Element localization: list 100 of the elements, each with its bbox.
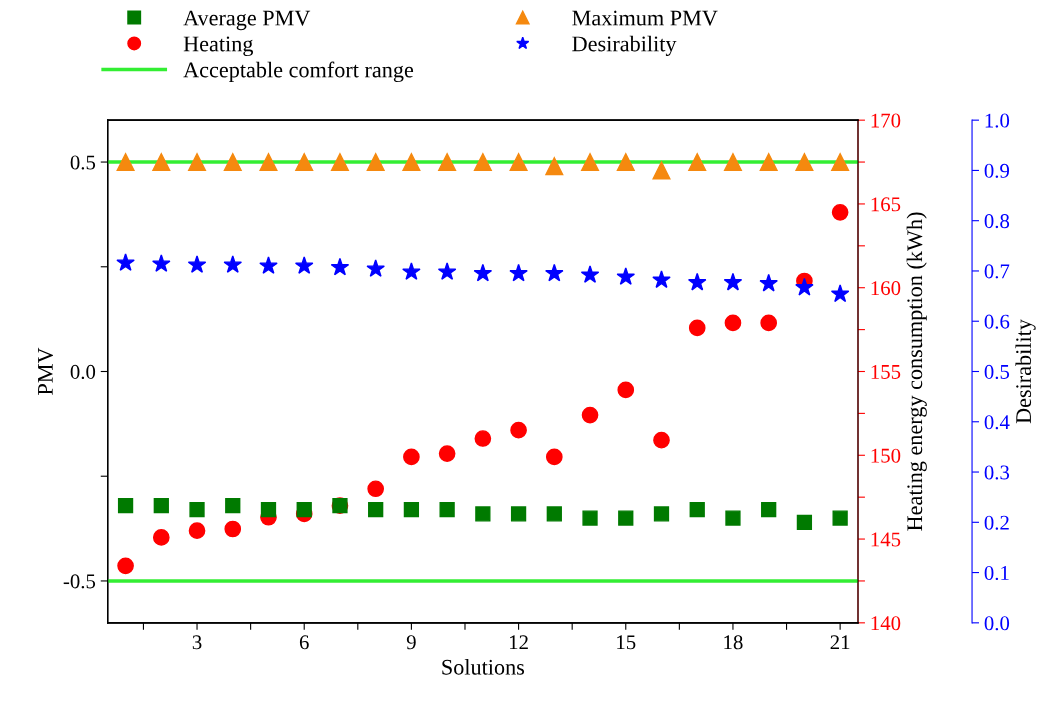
x-tick-label: 6: [299, 635, 309, 650]
y2-tick-label: 140: [871, 616, 901, 631]
y3-tick-label: 0.5: [984, 364, 1010, 380]
point: [402, 153, 421, 172]
point: [580, 265, 600, 283]
point: [618, 510, 634, 526]
point: [616, 267, 636, 285]
point: [759, 273, 778, 292]
legend-label: Acceptable comfort range: [183, 61, 414, 83]
point: [545, 157, 564, 176]
point: [759, 153, 778, 172]
y2-tick-label: 165: [871, 197, 901, 212]
y3-tick-label: 0.7: [984, 264, 1010, 279]
x-tick-label: 12: [510, 635, 528, 650]
point: [152, 529, 170, 546]
point: [831, 203, 849, 221]
point: [223, 153, 242, 172]
y3-tick-label: 1.0: [985, 113, 1010, 128]
point: [761, 502, 777, 518]
point: [152, 254, 171, 272]
x-tick-label: 15: [617, 635, 636, 650]
point: [652, 161, 671, 180]
y2-tick-label: 155: [871, 364, 901, 379]
point: [259, 256, 278, 274]
point: [687, 272, 707, 291]
point: [510, 421, 527, 439]
point: [188, 153, 207, 172]
y-tick-label: -0.5: [63, 574, 96, 589]
point: [689, 502, 705, 518]
y3-tick-label: 0.3: [984, 465, 1010, 480]
point: [723, 153, 742, 172]
point: [295, 153, 314, 172]
y3-tick-label: 0.0: [984, 616, 1010, 631]
point: [796, 514, 813, 530]
point: [152, 153, 171, 172]
point: [187, 255, 207, 273]
point: [368, 502, 384, 518]
point: [724, 314, 742, 332]
point: [116, 153, 135, 172]
point: [438, 445, 456, 462]
point: [366, 153, 385, 172]
x-axis-title: Solutions: [442, 659, 525, 675]
point: [723, 272, 743, 291]
y3-axis-title: Desirability: [1015, 319, 1036, 424]
legend-label: Average PMV: [183, 10, 311, 31]
point: [616, 153, 635, 172]
point: [546, 506, 562, 522]
point: [294, 256, 314, 274]
point: [831, 153, 850, 172]
point: [509, 153, 528, 172]
y3-tick-label: 0.6: [984, 314, 1010, 329]
point: [367, 480, 385, 498]
point: [117, 557, 134, 575]
y-axis-title: PMV: [38, 347, 53, 395]
x-tick-label: 3: [192, 635, 202, 650]
point: [653, 506, 670, 522]
point: [653, 431, 670, 449]
y3-tick-label: 0.9: [984, 163, 1010, 178]
point: [795, 277, 814, 296]
y-tick-label: 0.5: [70, 155, 96, 170]
y2-tick-label: 160: [871, 281, 901, 296]
point: [830, 284, 850, 303]
x-tick-label: 18: [724, 635, 743, 650]
point: [473, 153, 492, 172]
point: [652, 270, 671, 289]
point: [188, 522, 206, 540]
point: [475, 506, 491, 522]
point: [223, 255, 243, 273]
point: [474, 430, 492, 447]
point: [581, 153, 600, 172]
y3-tick-label: 0.2: [984, 515, 1009, 530]
point: [260, 502, 277, 518]
point: [509, 263, 528, 282]
point: [225, 497, 241, 514]
point: [725, 510, 741, 526]
point: [438, 153, 457, 172]
point: [582, 510, 598, 526]
point: [296, 502, 312, 518]
point: [510, 506, 527, 522]
point: [403, 502, 420, 518]
x-tick-label: 9: [406, 635, 416, 650]
point: [330, 153, 349, 172]
point: [437, 262, 457, 280]
point: [545, 448, 563, 466]
point: [366, 259, 385, 277]
point: [439, 502, 455, 518]
point: [403, 448, 420, 466]
x-tick-label: 21: [830, 635, 850, 650]
point: [224, 520, 242, 538]
y2-tick-label: 145: [871, 532, 901, 547]
point: [153, 497, 169, 514]
point: [189, 502, 205, 518]
point: [832, 510, 848, 526]
point: [545, 263, 564, 282]
y2-axis-title: Heating energy consumption (kWh): [906, 212, 927, 531]
y2-tick-label: 170: [871, 113, 901, 128]
legend-label: Desirability: [572, 35, 677, 56]
y-tick-label: 0.0: [70, 364, 96, 380]
y3-tick-label: 0.4: [984, 415, 1010, 430]
point: [760, 314, 778, 332]
